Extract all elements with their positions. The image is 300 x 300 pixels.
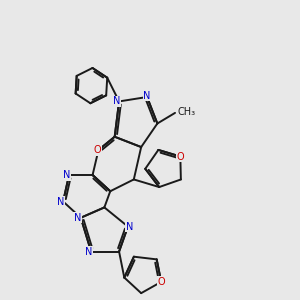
Text: O: O [158,277,165,287]
Text: O: O [93,145,101,155]
Text: N: N [85,247,92,256]
Text: N: N [57,196,64,206]
Text: N: N [113,96,120,106]
Text: N: N [143,91,151,100]
Text: O: O [176,152,184,161]
Text: N: N [74,213,81,223]
Text: N: N [63,170,70,180]
Text: N: N [126,222,133,232]
Text: CH₃: CH₃ [177,107,195,117]
